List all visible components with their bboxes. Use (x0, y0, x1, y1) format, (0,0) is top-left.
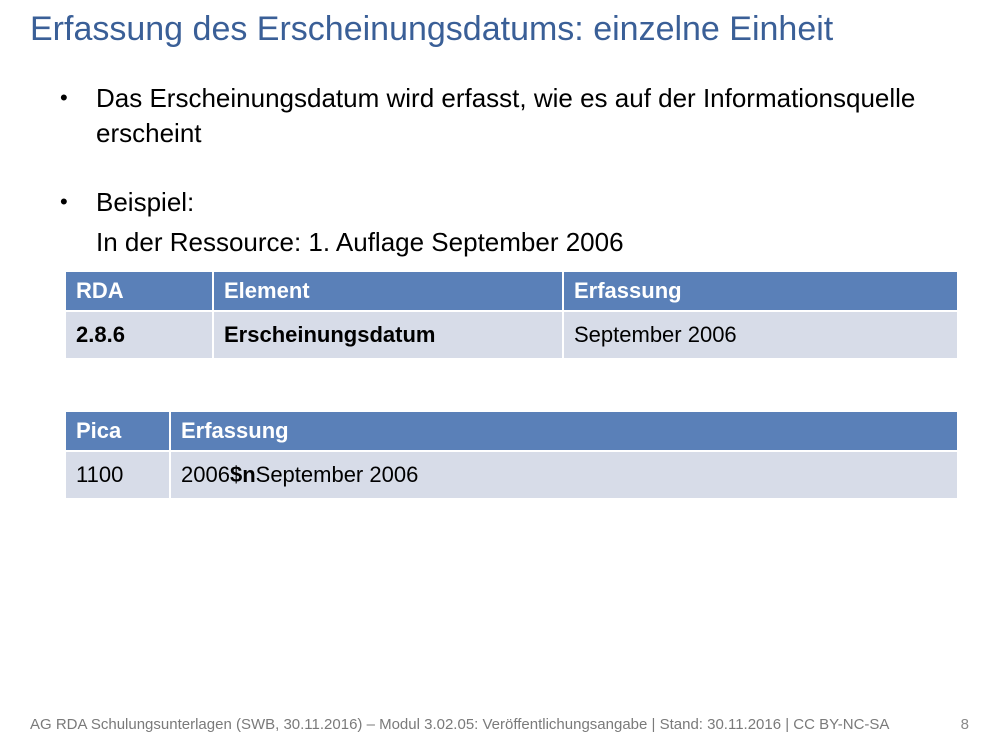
cell-rda: 2.8.6 (65, 311, 213, 359)
bullet-subtext: In der Ressource: 1. Auflage September 2… (60, 224, 949, 260)
bullet-marker: • (60, 185, 96, 217)
cell-erfassung: September 2006 (563, 311, 958, 359)
table-row: 2.8.6 Erscheinungsdatum September 2006 (65, 311, 958, 359)
cell-erfassung: 2006$nSeptember 2006 (170, 451, 958, 499)
footer-text: AG RDA Schulungsunterlagen (SWB, 30.11.2… (30, 716, 889, 733)
page-number: 8 (961, 716, 969, 733)
cell-element: Erscheinungsdatum (213, 311, 563, 359)
col-header-pica: Pica (65, 411, 170, 451)
cell-pica: 1100 (65, 451, 170, 499)
table-row: 1100 2006$nSeptember 2006 (65, 451, 958, 499)
col-header-erfassung: Erfassung (563, 271, 958, 311)
table-header-row: RDA Element Erfassung (65, 271, 958, 311)
rda-table: RDA Element Erfassung 2.8.6 Erscheinungs… (64, 270, 959, 360)
slide-footer: AG RDA Schulungsunterlagen (SWB, 30.11.2… (30, 716, 969, 733)
slide-title: Erfassung des Erscheinungsdatums: einzel… (30, 0, 969, 81)
table-header-row: Pica Erfassung (65, 411, 958, 451)
col-header-rda: RDA (65, 271, 213, 311)
bullet-text: Das Erscheinungsdatum wird erfasst, wie … (96, 81, 949, 151)
bullet-item: • Das Erscheinungsdatum wird erfasst, wi… (60, 81, 949, 151)
col-header-erfassung: Erfassung (170, 411, 958, 451)
bullet-item: • Beispiel: (60, 185, 949, 220)
bullet-list: • Das Erscheinungsdatum wird erfasst, wi… (30, 81, 969, 261)
bullet-marker: • (60, 81, 96, 113)
col-header-element: Element (213, 271, 563, 311)
pica-table: Pica Erfassung 1100 2006$nSeptember 2006 (64, 410, 959, 500)
bullet-text: Beispiel: (96, 185, 949, 220)
